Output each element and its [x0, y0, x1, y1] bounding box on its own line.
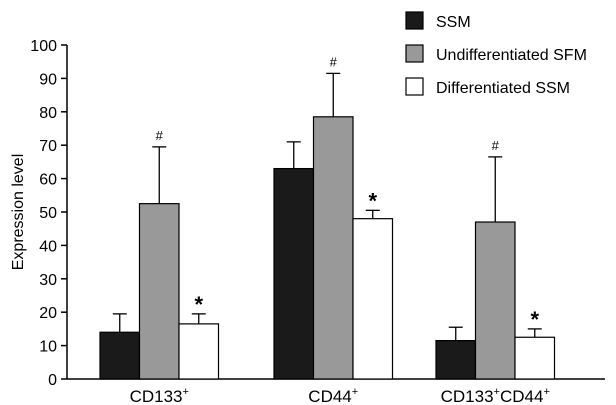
- significance-marker: *: [194, 292, 203, 317]
- x-tick-label: CD133+​CD44+​: [441, 386, 550, 405]
- axes-group: 0 10 20 30 40 50 60 70 80 90 100: [30, 38, 605, 389]
- significance-marker: *: [368, 188, 377, 213]
- y-tick-label: 30: [39, 272, 57, 289]
- bars-group: # * CD133+​ # * CD44+​ # * CD133+​CD44+​: [99, 54, 556, 405]
- bar: [178, 323, 220, 380]
- legend-label: Differentiated SSM: [436, 80, 570, 97]
- y-tick-label: 50: [39, 205, 57, 222]
- significance-marker: #: [330, 54, 338, 69]
- y-tick-label: 100: [30, 38, 57, 55]
- bar: [514, 336, 556, 380]
- y-axis-title: Expression level: [10, 154, 27, 271]
- y-tick-label: 70: [39, 138, 57, 155]
- y-tick-label: 0: [48, 372, 57, 389]
- legend-label: SSM: [436, 14, 471, 31]
- significance-marker: #: [156, 128, 164, 143]
- bar: [474, 221, 516, 380]
- bar: [99, 331, 141, 380]
- significance-marker: *: [530, 307, 539, 332]
- legend-swatch: [405, 44, 424, 63]
- significance-marker: #: [492, 138, 500, 153]
- y-tick-label: 80: [39, 105, 57, 122]
- bar: [138, 203, 180, 380]
- x-tick-label: CD133+​: [130, 386, 189, 405]
- y-tick-label: 10: [39, 339, 57, 356]
- bar: [312, 116, 354, 380]
- x-tick-label: CD44+​: [308, 386, 358, 405]
- legend: SSM Undifferentiated SFM Differentiated SS…: [405, 11, 587, 97]
- y-tick-label: 20: [39, 305, 57, 322]
- legend-swatch: [405, 11, 424, 30]
- bar: [352, 218, 394, 380]
- legend-swatch: [405, 77, 424, 96]
- legend-label: Undifferentiated SFM: [436, 47, 587, 64]
- y-tick-label: 60: [39, 172, 57, 189]
- bar: [273, 167, 315, 380]
- y-tick-label: 40: [39, 238, 57, 255]
- y-tick-label: 90: [39, 71, 57, 88]
- bar: [435, 339, 477, 380]
